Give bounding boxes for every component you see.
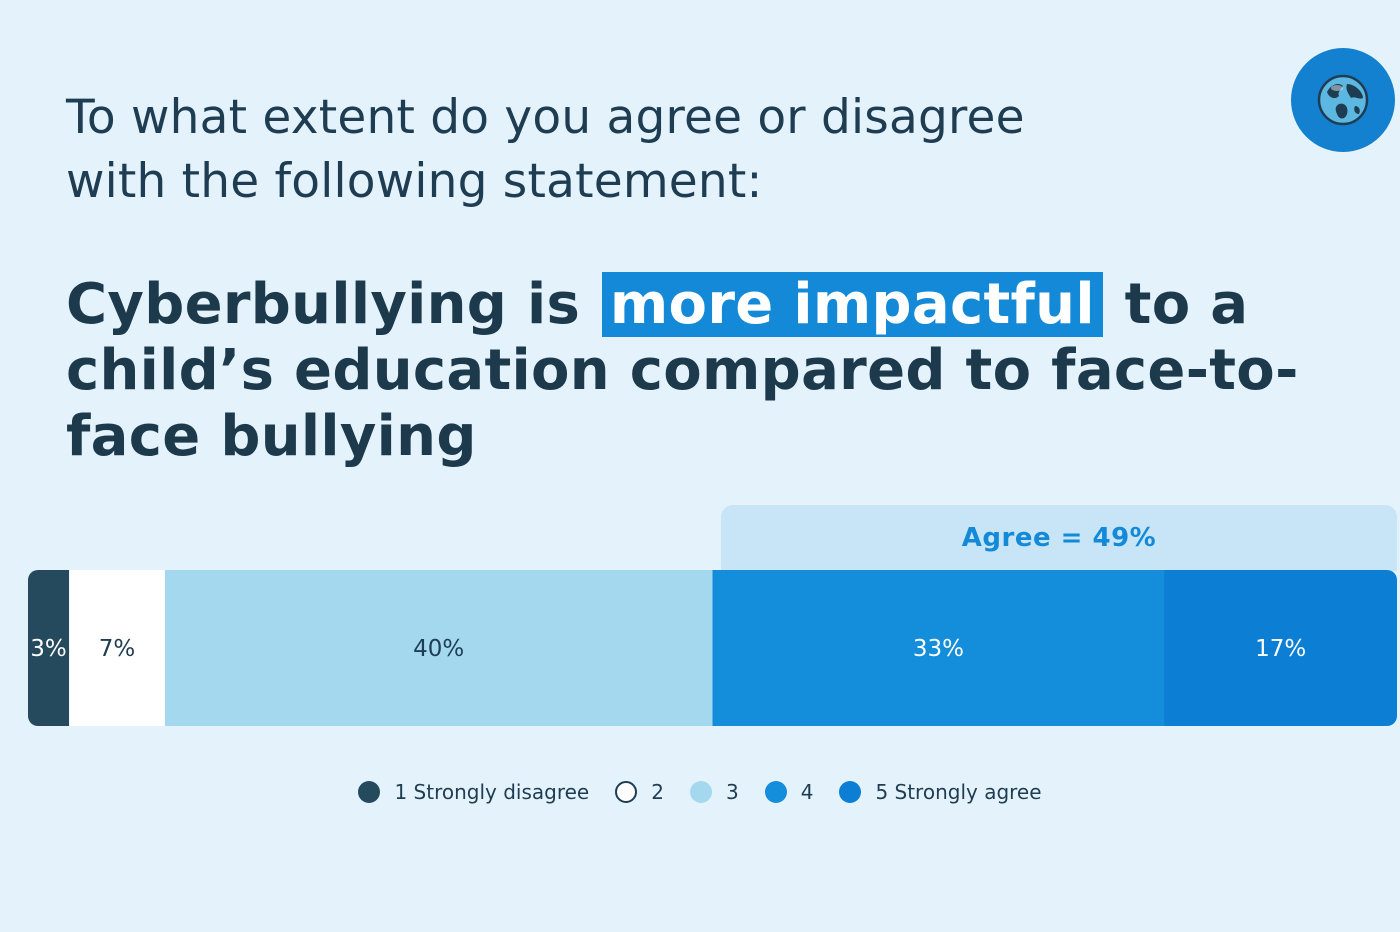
legend-swatch-3 — [689, 781, 712, 803]
bar-label-2: 7% — [99, 636, 136, 662]
legend-item-5: 5 Strongly agree — [839, 780, 1042, 804]
globe-icon — [1317, 74, 1369, 126]
legend-swatch-2 — [615, 781, 638, 803]
statement-highlight: more impactful — [601, 272, 1103, 337]
chart-legend: 1 Strongly disagree 2 3 4 5 Strongly agree — [0, 776, 1400, 808]
bar-label-5: 17% — [1255, 636, 1306, 662]
legend-swatch-1 — [358, 781, 381, 803]
bar-segment-3 — [164, 570, 713, 726]
legend-label-1: 1 Strongly disagree — [394, 780, 590, 804]
statement-before: Cyberbullying is — [66, 272, 581, 337]
question-text: To what extent do you agree or disagree … — [66, 86, 1186, 214]
agree-annotation-band: Agree = 49% — [721, 505, 1397, 571]
legend-label-5: 5 Strongly agree — [875, 780, 1042, 804]
bar-segment-2 — [69, 570, 166, 726]
question-prefix: To what extent do you — [66, 90, 607, 145]
legend-label-4: 4 — [800, 780, 814, 804]
bar-label-3: 40% — [413, 636, 464, 662]
legend-item-2: 2 — [615, 780, 664, 804]
legend-item-1: 1 Strongly disagree — [358, 780, 589, 804]
legend-label-2: 2 — [651, 780, 664, 804]
legend-swatch-5 — [839, 781, 862, 803]
question-line2: with the following statement: — [66, 154, 763, 209]
bar-segment-4 — [712, 570, 1165, 726]
question-emphasis: agree or disagree — [606, 90, 1025, 145]
legend-swatch-4 — [764, 781, 787, 803]
bar-segment-1 — [28, 570, 70, 726]
bar-label-1: 3% — [30, 636, 67, 662]
agree-annotation-label: Agree = 49% — [961, 523, 1157, 553]
statement-text: Cyberbullying is more impactful to a chi… — [66, 272, 1366, 470]
legend-item-3: 3 — [689, 780, 739, 804]
legend-label-3: 3 — [725, 780, 739, 804]
logo-badge — [1291, 48, 1395, 152]
legend-item-4: 4 — [764, 780, 814, 804]
bar-segment-5 — [1164, 570, 1397, 726]
bar-label-4: 33% — [913, 636, 964, 662]
statement-after: to a child’s education compared to face-… — [66, 272, 1299, 469]
